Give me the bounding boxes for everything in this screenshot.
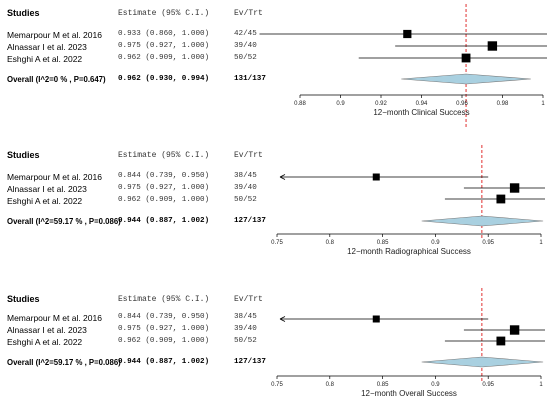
study-events: 39/40 — [234, 42, 257, 50]
study-estimate: 0.933 (0.860, 1.000) — [118, 30, 210, 38]
x-axis-title: 12−month Radiographical Success — [347, 247, 471, 256]
x-tick-label: 0.75 — [271, 382, 283, 388]
x-axis-title: 12−month Overall Success — [361, 389, 457, 398]
study-events: 38/45 — [234, 172, 257, 180]
overall-label: Overall (I^2=0 % , P=0.647) — [7, 75, 106, 84]
study-name: Memarpour M et al. 2016 — [7, 313, 102, 323]
x-tick-label: 1 — [539, 240, 543, 246]
overall-diamond — [421, 356, 544, 368]
overall-events: 127/137 — [234, 358, 266, 366]
x-tick-label: 0.9 — [336, 101, 345, 107]
study-point — [372, 173, 380, 181]
x-tick-label: 0.96 — [456, 101, 468, 107]
overall-estimate: 0.944 (0.887, 1.002) — [118, 217, 210, 225]
overall-diamond — [421, 215, 544, 227]
study-events: 42/45 — [234, 30, 257, 38]
study-estimate: 0.962 (0.909, 1.000) — [118, 196, 210, 204]
study-row: Memarpour M et al. 2016 0.844 (0.739, 0.… — [0, 313, 300, 325]
study-point — [461, 53, 471, 63]
study-events: 50/52 — [234, 54, 257, 62]
ci-arrow — [279, 174, 286, 180]
header-events: Ev/Trt — [234, 151, 263, 160]
header-estimate: Estimate (95% C.I.) — [118, 295, 210, 304]
x-tick-label: 0.85 — [377, 240, 389, 246]
x-tick-label: 0.95 — [482, 240, 494, 246]
study-point — [509, 183, 520, 193]
study-name: Eshghi A et al. 2022 — [7, 337, 83, 347]
x-tick-label: 0.9 — [431, 382, 440, 388]
x-tick-label: 0.75 — [271, 240, 283, 246]
forest-plot-area: 0.75 0.8 0.85 0.9 0.95 1 12−month Radiographic… — [271, 145, 545, 256]
overall-events: 131/137 — [234, 75, 266, 83]
x-tick-label: 0.85 — [377, 382, 389, 388]
study-point — [496, 194, 506, 204]
study-point — [403, 29, 412, 39]
study-events: 39/40 — [234, 325, 257, 333]
study-estimate: 0.975 (0.927, 1.000) — [118, 325, 210, 333]
forest-plot-overall: Studies Estimate (95% C.I.) Ev/Trt Memar… — [0, 276, 550, 404]
x-tick-label: 0.92 — [375, 101, 387, 107]
x-axis-title: 12−month Clinical Success — [373, 108, 469, 117]
overall-row: Overall (I^2=59.17 % , P=0.086) 0.944 (0… — [0, 358, 300, 370]
study-estimate: 0.975 (0.927, 1.000) — [118, 184, 210, 192]
study-name: Alnassar I et al. 2023 — [7, 42, 87, 52]
header-studies: Studies — [7, 8, 40, 18]
study-estimate: 0.962 (0.909, 1.000) — [118, 337, 210, 345]
forest-plot-area: 0.88 0.9 0.92 0.94 0.96 0.98 1 12−month Clinica… — [259, 4, 547, 128]
study-events: 50/52 — [234, 196, 257, 204]
overall-events: 127/137 — [234, 217, 266, 225]
study-name: Alnassar I et al. 2023 — [7, 184, 87, 194]
x-tick-label: 0.8 — [326, 240, 335, 246]
study-events: 50/52 — [234, 337, 257, 345]
overall-label: Overall (I^2=59.17 % , P=0.086) — [7, 217, 121, 226]
study-point — [487, 41, 498, 51]
x-tick-label: 0.9 — [431, 240, 440, 246]
study-point — [372, 315, 380, 323]
study-row: Memarpour M et al. 2016 0.844 (0.739, 0.… — [0, 172, 300, 184]
header-studies: Studies — [7, 294, 40, 304]
study-row: Eshghi A et al. 2022 0.962 (0.909, 1.000… — [0, 196, 300, 208]
header-estimate: Estimate (95% C.I.) — [118, 151, 210, 160]
x-tick-label: 0.94 — [416, 101, 428, 107]
overall-estimate: 0.962 (0.930, 0.994) — [118, 75, 210, 83]
study-events: 38/45 — [234, 313, 257, 321]
forest-plot-area: 0.75 0.8 0.85 0.9 0.95 1 12−month Overall Succ… — [271, 288, 545, 398]
overall-label: Overall (I^2=59.17 % , P=0.086) — [7, 358, 121, 367]
study-events: 39/40 — [234, 184, 257, 192]
study-name: Memarpour M et al. 2016 — [7, 30, 102, 40]
study-row: Alnassar I et al. 2023 0.975 (0.927, 1.0… — [0, 325, 300, 337]
overall-row: Overall (I^2=0 % , P=0.647) 0.962 (0.930… — [0, 75, 300, 87]
study-estimate: 0.975 (0.927, 1.000) — [118, 42, 210, 50]
study-name: Eshghi A et al. 2022 — [7, 54, 83, 64]
study-name: Alnassar I et al. 2023 — [7, 325, 87, 335]
study-name: Memarpour M et al. 2016 — [7, 172, 102, 182]
study-row: Eshghi A et al. 2022 0.962 (0.909, 1.000… — [0, 54, 300, 66]
study-estimate: 0.962 (0.909, 1.000) — [118, 54, 210, 62]
study-estimate: 0.844 (0.739, 0.950) — [118, 172, 210, 180]
x-tick-label: 0.95 — [482, 382, 494, 388]
overall-row: Overall (I^2=59.17 % , P=0.086) 0.944 (0… — [0, 217, 300, 229]
study-row: Alnassar I et al. 2023 0.975 (0.927, 1.0… — [0, 184, 300, 196]
study-estimate: 0.844 (0.739, 0.950) — [118, 313, 210, 321]
forest-plot-radiographical: Studies Estimate (95% C.I.) Ev/Trt Memar… — [0, 138, 550, 266]
study-name: Eshghi A et al. 2022 — [7, 196, 83, 206]
x-tick-label: 1 — [541, 101, 545, 107]
forest-plot-clinical: Studies Estimate (95% C.I.) Ev/Trt Memar… — [0, 0, 550, 128]
header-studies: Studies — [7, 150, 40, 160]
study-point — [496, 336, 506, 346]
overall-estimate: 0.944 (0.887, 1.002) — [118, 358, 210, 366]
ci-arrow — [279, 316, 286, 322]
study-point — [509, 325, 520, 335]
overall-diamond — [401, 73, 531, 85]
header-estimate: Estimate (95% C.I.) — [118, 9, 210, 18]
x-tick-label: 0.8 — [326, 382, 335, 388]
study-row: Alnassar I et al. 2023 0.975 (0.927, 1.0… — [0, 42, 300, 54]
x-tick-label: 0.88 — [294, 101, 306, 107]
study-row: Eshghi A et al. 2022 0.962 (0.909, 1.000… — [0, 337, 300, 349]
x-tick-label: 1 — [539, 382, 543, 388]
header-events: Ev/Trt — [234, 295, 263, 304]
study-row: Memarpour M et al. 2016 0.933 (0.860, 1.… — [0, 30, 300, 42]
x-tick-label: 0.98 — [497, 101, 509, 107]
header-events: Ev/Trt — [234, 9, 263, 18]
